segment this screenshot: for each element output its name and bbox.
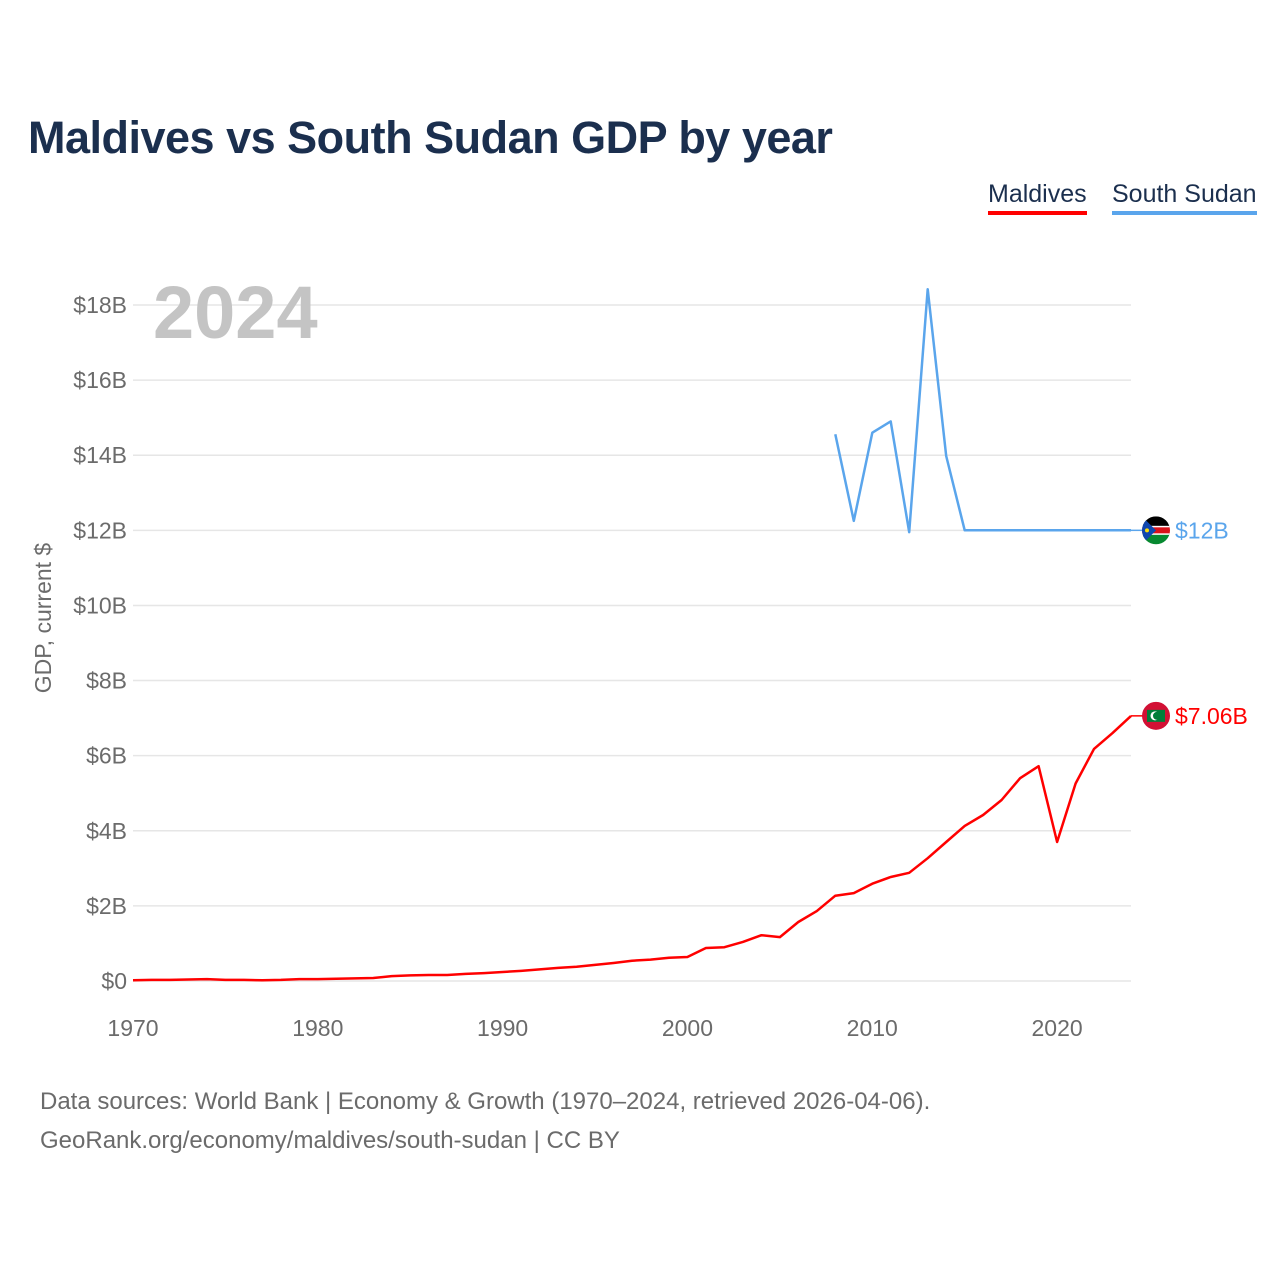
- footer-link[interactable]: GeoRank.org/economy/maldives/south-sudan…: [40, 1127, 620, 1154]
- year-watermark: 2024: [153, 271, 318, 354]
- maldives-flag-icon: [1142, 701, 1170, 730]
- x-tick-label: 2010: [847, 1015, 898, 1041]
- y-tick-label: $10B: [73, 592, 127, 618]
- x-axis-ticks: 1970 1980 1990 2000 2010 2020: [107, 1015, 1082, 1041]
- y-tick-label: $0: [101, 968, 127, 994]
- y-tick-label: $16B: [73, 367, 127, 393]
- x-tick-label: 2020: [1031, 1015, 1082, 1041]
- y-tick-label: $18B: [73, 292, 127, 318]
- legend-item-maldives[interactable]: Maldives: [988, 180, 1087, 215]
- south-sudan-flag-icon: [1142, 516, 1170, 545]
- x-tick-label: 1970: [107, 1015, 158, 1041]
- y-tick-label: $12B: [73, 517, 127, 543]
- chart-title: Maldives vs South Sudan GDP by year: [28, 112, 833, 163]
- y-axis-label: GDP, current $: [30, 543, 56, 694]
- y-tick-label: $14B: [73, 442, 127, 468]
- x-tick-label: 1990: [477, 1015, 528, 1041]
- grid-lines: [133, 304, 1131, 982]
- x-tick-label: 2000: [662, 1015, 713, 1041]
- y-tick-label: $8B: [86, 668, 127, 694]
- x-tick-label: 1980: [292, 1015, 343, 1041]
- series-line-maldives: [132, 714, 1132, 982]
- end-value-label: $7.06B: [1175, 703, 1248, 729]
- footer-sources: Data sources: World Bank | Economy & Gro…: [40, 1088, 931, 1115]
- y-tick-label: $2B: [86, 893, 127, 919]
- y-tick-label: $6B: [86, 743, 127, 769]
- legend-item-south-sudan[interactable]: South Sudan: [1112, 180, 1257, 215]
- end-value-label: $12B: [1175, 517, 1229, 543]
- y-axis-ticks: $0 $2B $4B $6B $8B $10B $12B $14B $16B $18B: [73, 292, 127, 994]
- y-tick-label: $4B: [86, 818, 127, 844]
- series-line-south-sudan: [834, 287, 1131, 534]
- footer: Data sources: World Bank | Economy & Gro…: [40, 1082, 930, 1160]
